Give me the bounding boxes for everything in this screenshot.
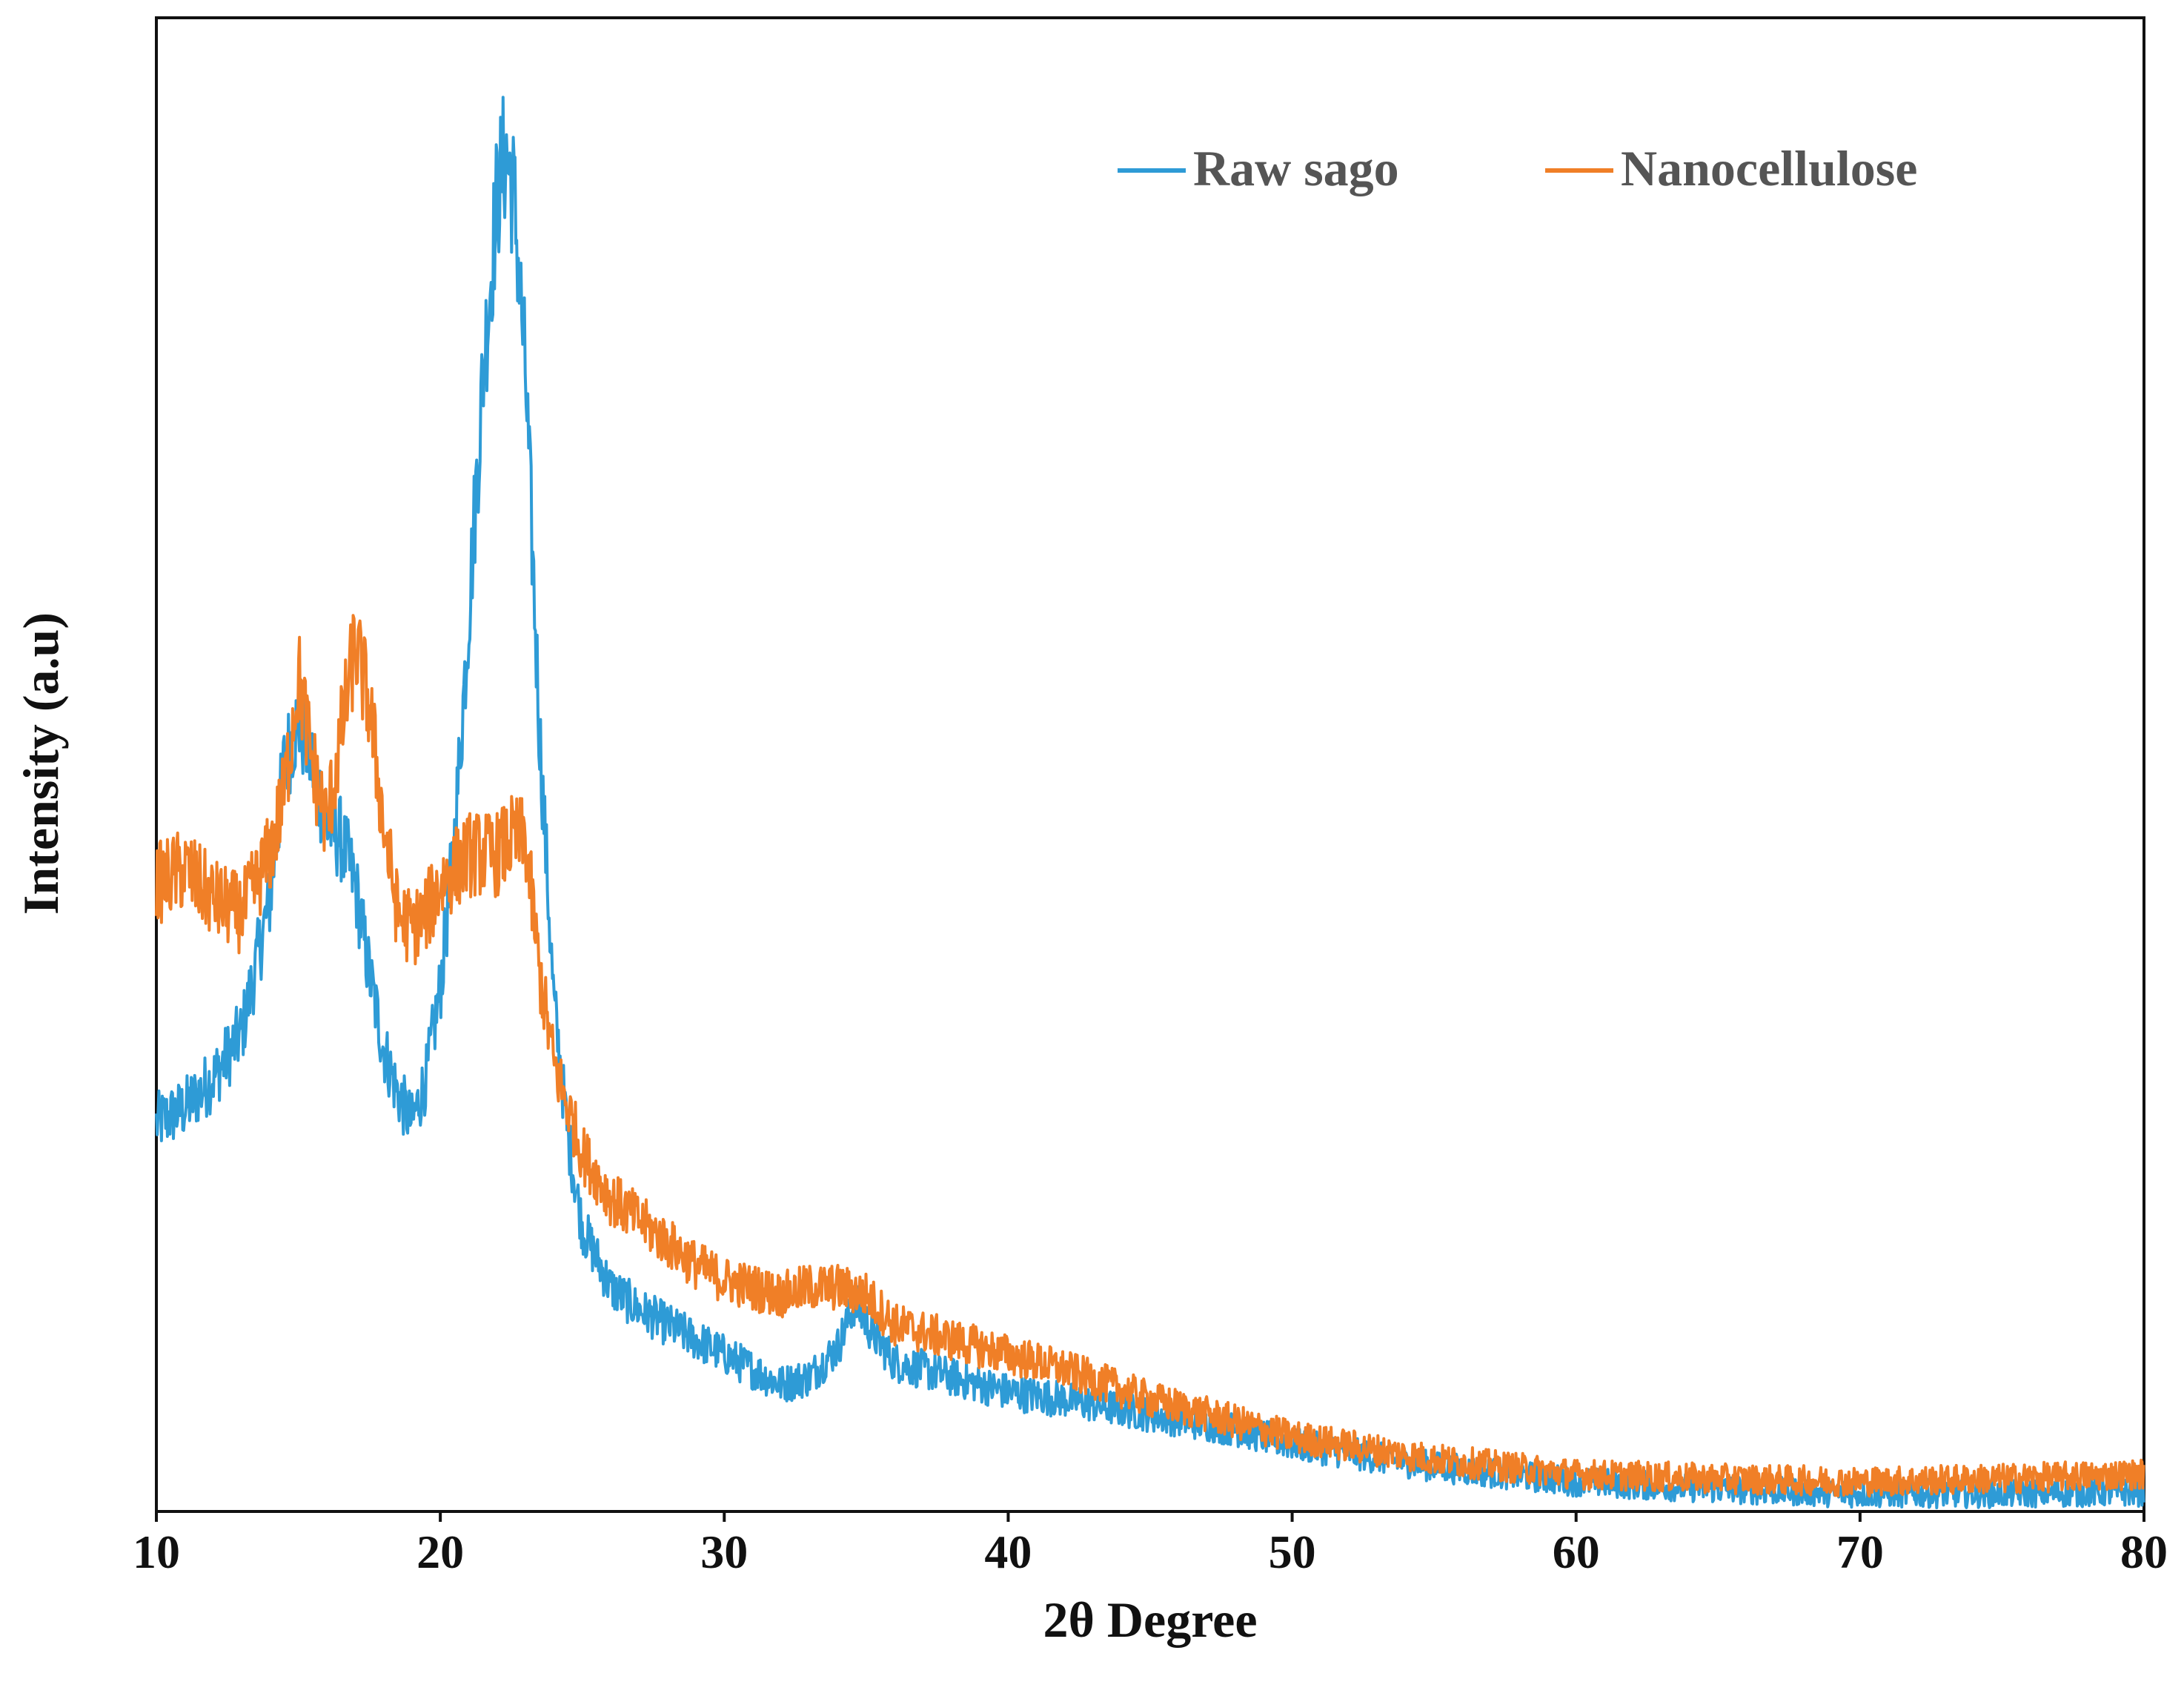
x-axis-ticks: 10 20 30 40 50 60 70 80	[133, 1511, 2168, 1578]
legend-label-nanocellulose: Nanocellulose	[1621, 140, 1917, 196]
x-tick-label: 20	[416, 1526, 464, 1578]
plot-frame	[155, 16, 2145, 1513]
x-tick-label: 50	[1269, 1526, 1316, 1578]
x-axis-title: 2θ Degree	[1043, 1592, 1257, 1648]
x-tick-label: 40	[984, 1526, 1032, 1578]
legend-label-raw-sago: Raw sago	[1193, 140, 1399, 196]
x-tick-label: 10	[133, 1526, 180, 1578]
x-tick-label: 30	[700, 1526, 748, 1578]
x-tick-label: 70	[1836, 1526, 1884, 1578]
y-axis-title: Intensity (a.u)	[13, 612, 69, 915]
legend: Raw sago Nanocellulose	[1118, 140, 1917, 196]
x-tick-label: 80	[2120, 1526, 2168, 1578]
series-line-nanocellulose	[155, 614, 2145, 1498]
series-group	[155, 96, 2145, 1509]
x-tick-label: 60	[1553, 1526, 1600, 1578]
series-line-raw-sago	[155, 96, 2145, 1509]
